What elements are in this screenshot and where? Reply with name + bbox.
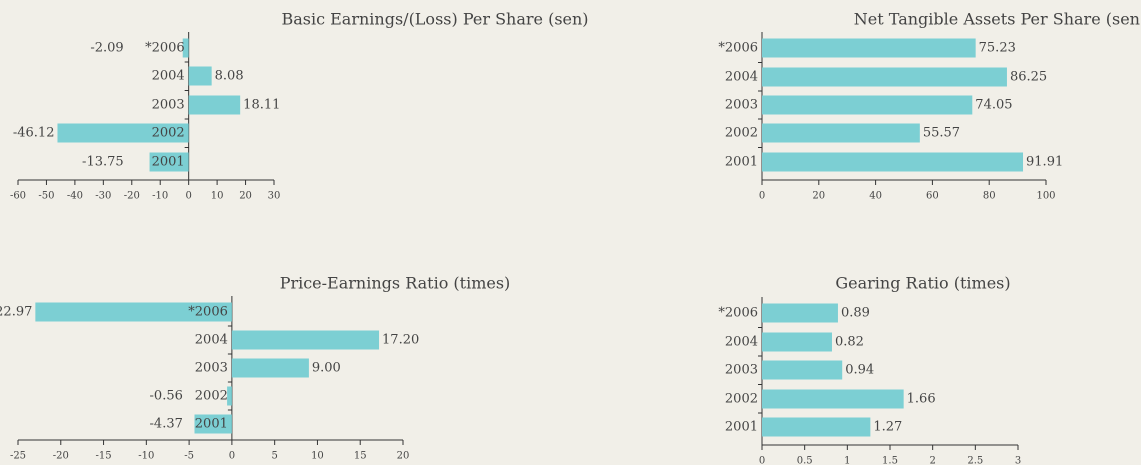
value-label: 0.94 [845, 363, 874, 378]
x-tick-label: -15 [96, 451, 112, 462]
x-tick-label: -30 [95, 191, 111, 202]
value-label: 18.11 [243, 98, 280, 113]
category-label: 2003 [152, 98, 185, 113]
category-label: 2003 [725, 98, 758, 113]
x-tick-label: 2 [929, 456, 935, 465]
value-label: -13.75 [82, 155, 124, 170]
category-label: 2004 [725, 70, 758, 85]
chart-title: Net Tangible Assets Per Share (sen) [854, 10, 1141, 29]
value-label: -22.97 [0, 305, 32, 320]
value-label: 8.08 [215, 69, 244, 84]
category-label: *2006 [718, 306, 758, 321]
value-label: -4.37 [150, 417, 183, 432]
bar [762, 152, 1024, 172]
category-label: 2001 [725, 155, 758, 170]
x-tick-label: 2.5 [967, 456, 983, 465]
bar [762, 389, 904, 409]
value-label: 1.66 [907, 392, 936, 407]
value-label: 1.27 [873, 420, 902, 435]
x-tick-label: -40 [67, 191, 83, 202]
value-label: 91.91 [1026, 155, 1063, 170]
category-label: 2001 [152, 155, 185, 170]
x-tick-label: 30 [268, 191, 281, 202]
bar [194, 414, 232, 434]
bar [762, 417, 871, 437]
category-label: 2002 [725, 392, 758, 407]
x-tick-label: -50 [38, 191, 54, 202]
x-tick-label: -20 [53, 451, 69, 462]
x-tick-label: 20 [239, 191, 252, 202]
value-label: 0.89 [841, 306, 870, 321]
value-label: 75.23 [979, 41, 1016, 56]
bar [762, 95, 973, 115]
x-tick-label: 0.5 [797, 456, 813, 465]
bar [762, 38, 976, 58]
bar [231, 330, 380, 350]
bar [182, 38, 189, 58]
bar [227, 386, 232, 406]
category-label: *2006 [718, 41, 758, 56]
bar [35, 302, 232, 322]
bar [57, 123, 189, 143]
category-label: *2006 [145, 41, 185, 56]
x-tick-label: 20 [397, 451, 410, 462]
bar [188, 66, 212, 86]
x-tick-label: 5 [271, 451, 277, 462]
bar [762, 360, 843, 380]
bar [762, 332, 832, 352]
x-tick-label: 1.5 [882, 456, 898, 465]
value-label: 17.20 [382, 333, 419, 348]
category-label: 2004 [725, 335, 758, 350]
x-tick-label: 0 [185, 191, 191, 202]
category-label: 2002 [195, 389, 228, 404]
x-tick-label: 3 [1015, 456, 1021, 465]
bar [762, 67, 1007, 87]
category-label: 2002 [152, 126, 185, 141]
category-label: 2001 [725, 420, 758, 435]
x-tick-label: -25 [10, 451, 26, 462]
chart-title: Price-Earnings Ratio (times) [280, 274, 511, 293]
category-label: 2004 [152, 69, 185, 84]
category-label: 2004 [195, 333, 228, 348]
value-label: 74.05 [975, 98, 1012, 113]
category-label: 2003 [195, 361, 228, 376]
x-tick-label: 15 [354, 451, 367, 462]
x-tick-label: 100 [1036, 191, 1055, 202]
value-label: -46.12 [13, 126, 55, 141]
value-label: 86.25 [1010, 70, 1047, 85]
x-tick-label: 20 [812, 191, 825, 202]
x-tick-label: -10 [152, 191, 168, 202]
x-tick-label: 1 [844, 456, 850, 465]
bar [149, 152, 189, 172]
value-label: -0.56 [150, 389, 183, 404]
category-label: *2006 [188, 305, 228, 320]
bar [231, 358, 309, 378]
bar [762, 123, 920, 143]
x-tick-label: 60 [926, 191, 939, 202]
bar [762, 303, 838, 323]
category-label: 2003 [725, 363, 758, 378]
x-tick-label: 40 [869, 191, 882, 202]
x-tick-label: 0 [759, 191, 765, 202]
x-tick-label: 10 [211, 191, 224, 202]
value-label: -2.09 [90, 41, 123, 56]
x-tick-label: -5 [184, 451, 194, 462]
value-label: 0.82 [835, 335, 864, 350]
value-label: 9.00 [312, 361, 341, 376]
category-label: 2002 [725, 126, 758, 141]
bar [188, 95, 241, 115]
category-label: 2001 [195, 417, 228, 432]
x-tick-label: 0 [759, 456, 765, 465]
value-label: 55.57 [923, 126, 960, 141]
x-tick-label: -60 [10, 191, 26, 202]
chart-title: Basic Earnings/(Loss) Per Share (sen) [281, 10, 588, 29]
x-tick-label: -20 [124, 191, 140, 202]
x-tick-label: 0 [229, 451, 235, 462]
x-tick-label: 10 [311, 451, 324, 462]
x-tick-label: 80 [983, 191, 996, 202]
x-tick-label: -10 [138, 451, 154, 462]
chart-title: Gearing Ratio (times) [835, 274, 1010, 293]
